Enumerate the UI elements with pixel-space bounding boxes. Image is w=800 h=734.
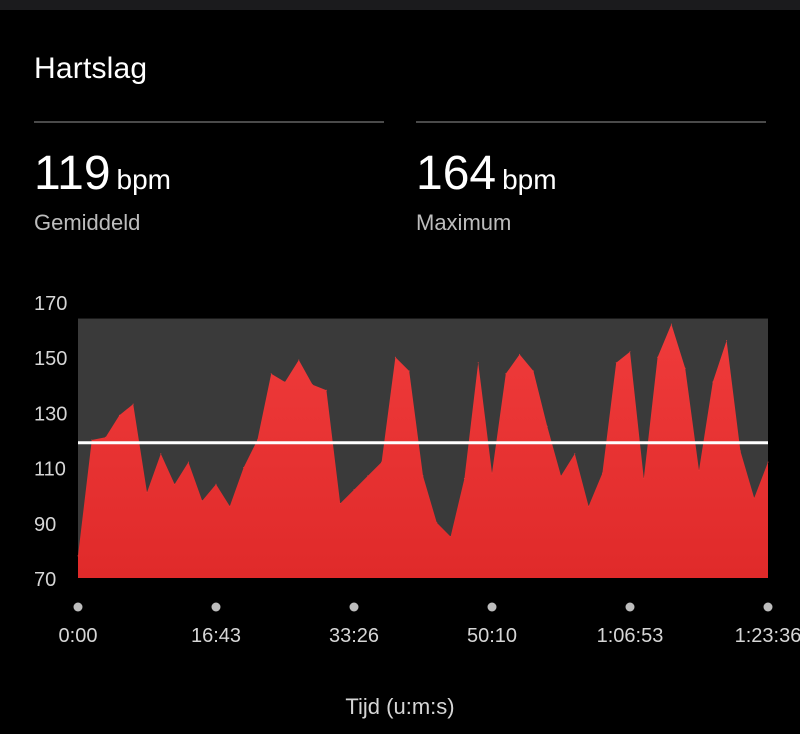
data-point (753, 497, 755, 499)
x-tick-dot (763, 602, 773, 612)
x-tick-label: 33:26 (329, 625, 379, 647)
x-tick-label: 16:43 (191, 625, 241, 647)
divider-right (416, 121, 766, 123)
x-tick-dot (349, 602, 359, 612)
data-point (629, 351, 631, 353)
data-point (670, 323, 672, 325)
data-point (519, 353, 521, 355)
data-point (712, 381, 714, 383)
data-point (256, 439, 258, 441)
data-point (408, 370, 410, 372)
y-tick-label: 70 (34, 569, 56, 591)
data-point (726, 340, 728, 342)
data-point (270, 373, 272, 375)
data-point (643, 478, 645, 480)
data-point (588, 505, 590, 507)
status-bar (0, 0, 800, 10)
x-axis-label: Tijd (u:m:s) (345, 694, 455, 719)
data-point (132, 403, 134, 405)
average-value: 119 (34, 147, 111, 200)
data-point (560, 475, 562, 477)
data-point (532, 370, 534, 372)
x-tick-label: 50:10 (467, 625, 517, 647)
x-tick-dot (625, 602, 635, 612)
data-point (601, 472, 603, 474)
data-point (381, 461, 383, 463)
data-point (450, 536, 452, 538)
data-point (505, 373, 507, 375)
data-point (339, 503, 341, 504)
data-point (463, 478, 465, 480)
data-point (229, 505, 231, 507)
maximum-stat: 164 bpm Maximum (416, 148, 557, 236)
maximum-value: 164 (416, 147, 497, 200)
y-tick-label: 150 (34, 348, 67, 370)
data-point (215, 483, 217, 485)
data-point (615, 362, 617, 364)
data-point (422, 475, 424, 477)
y-tick-label: 130 (34, 403, 67, 425)
average-label: Gemiddeld (34, 210, 141, 235)
y-tick-label: 90 (34, 514, 56, 536)
data-point (284, 381, 286, 383)
data-point (739, 450, 741, 452)
data-point (243, 467, 245, 469)
x-tick-label: 1:23:36 (735, 625, 800, 647)
data-point (491, 472, 493, 474)
data-point (298, 359, 300, 361)
data-point (367, 475, 369, 477)
data-point (436, 522, 438, 524)
data-point (698, 469, 700, 471)
data-point (657, 356, 659, 358)
maximum-label: Maximum (416, 210, 512, 235)
y-tick-label: 110 (34, 459, 66, 481)
data-point (91, 439, 93, 441)
x-tick-label: 1:06:53 (597, 625, 664, 647)
average-stat: 119 bpm Gemiddeld (34, 148, 171, 236)
data-point (394, 356, 396, 358)
x-tick-dot (73, 602, 83, 612)
divider-left (34, 121, 384, 123)
data-point (353, 489, 355, 491)
data-point (325, 389, 327, 391)
heart-rate-area (78, 324, 768, 578)
heart-rate-chart: 70 90 110 130 150 170 0:00 16:43 33:26 50:10 1:06:… (34, 293, 800, 647)
x-tick-label: 0:00 (59, 625, 98, 647)
x-tick-dot (487, 602, 497, 612)
x-tick-dot (211, 602, 221, 612)
data-point (118, 414, 120, 416)
data-point (574, 453, 576, 455)
data-point (146, 491, 148, 493)
data-point (187, 461, 189, 463)
data-point (546, 425, 548, 427)
data-point (77, 555, 79, 557)
maximum-unit: bpm (502, 164, 557, 195)
y-tick-label: 170 (34, 293, 67, 315)
data-point (684, 367, 686, 369)
page-title: Hartslag (34, 52, 148, 85)
data-point (105, 436, 107, 438)
data-point (174, 483, 176, 485)
average-unit: bpm (116, 164, 171, 195)
data-point (767, 461, 769, 463)
data-point (477, 362, 479, 364)
data-point (312, 384, 314, 386)
data-point (160, 453, 162, 455)
data-point (201, 500, 203, 502)
